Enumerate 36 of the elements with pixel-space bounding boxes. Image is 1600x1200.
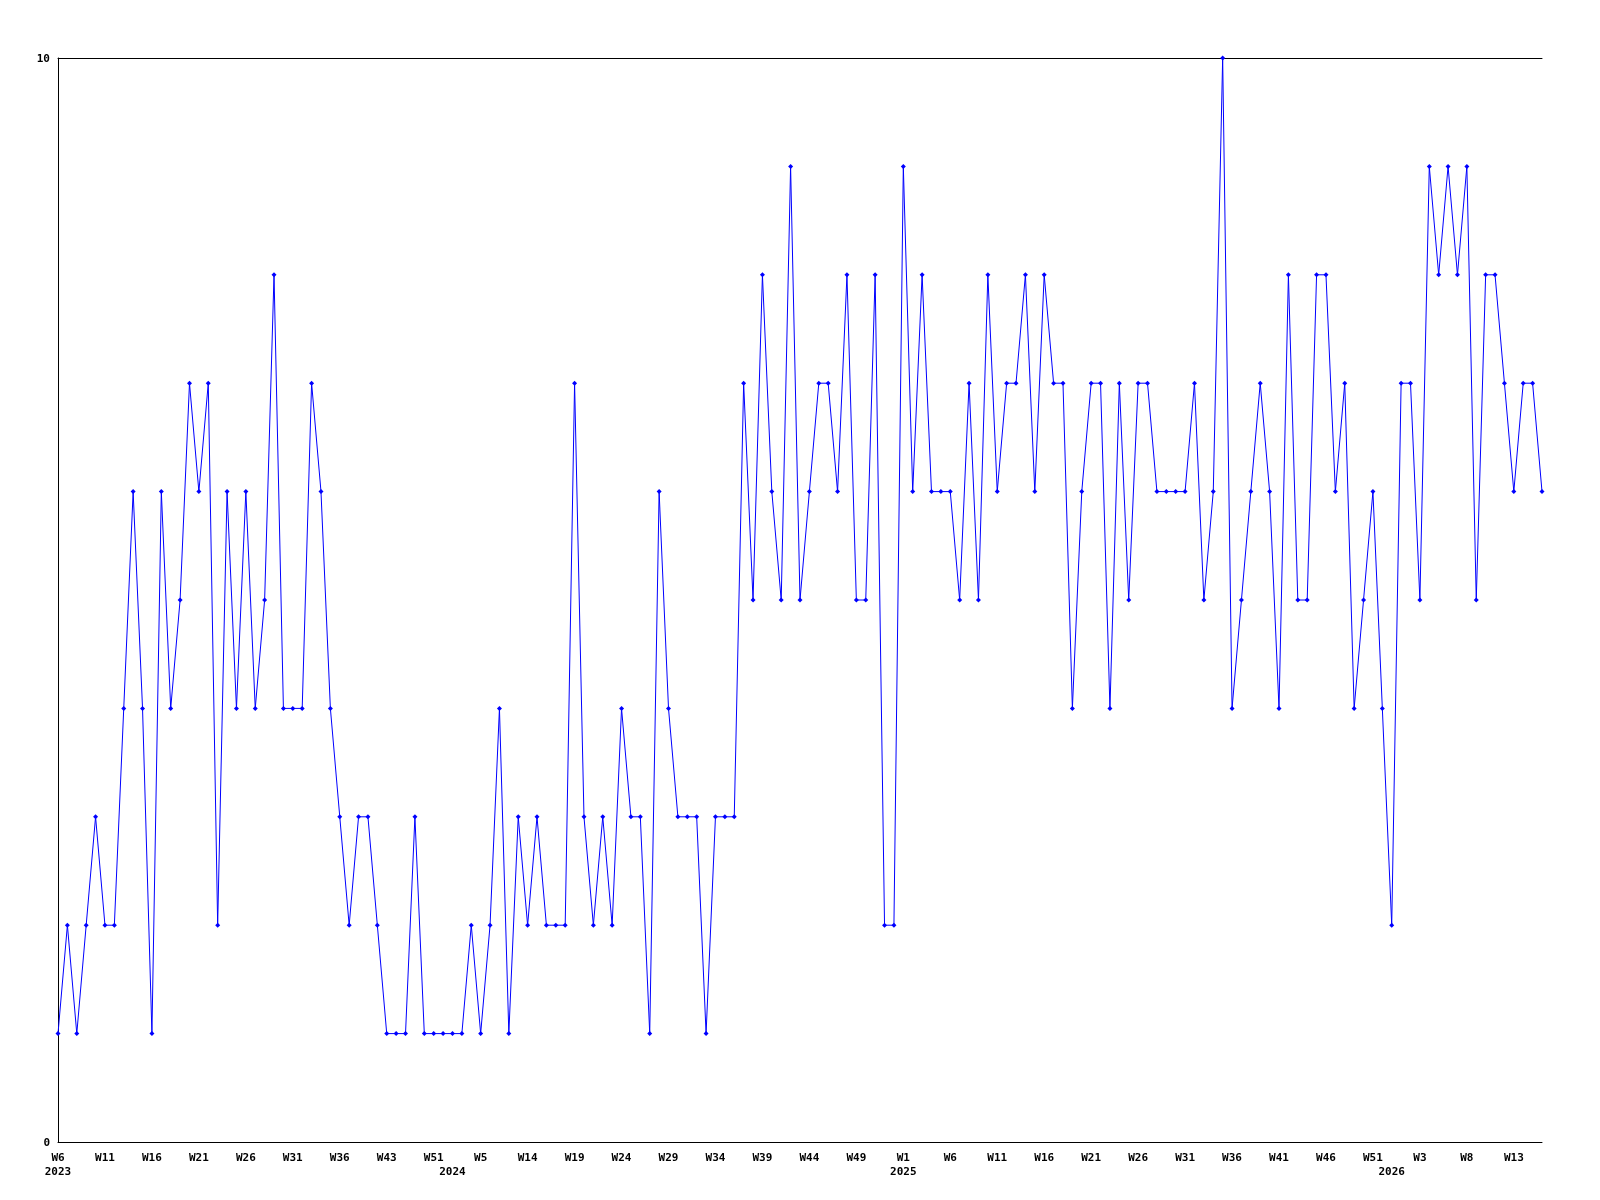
x-tick-label: W31: [282, 1150, 304, 1164]
y-tick-label: 10: [36, 51, 50, 65]
x-tick-label: W13: [1503, 1150, 1524, 1164]
x-tick-label: W36: [1222, 1150, 1243, 1164]
x-tick-label: W3: [1413, 1150, 1427, 1164]
x-tick-label: W21: [188, 1150, 210, 1164]
x-tick-label: W16: [141, 1150, 163, 1164]
x-tick-label: W1 2025: [890, 1150, 917, 1178]
x-tick-label: W41: [1269, 1150, 1290, 1164]
x-tick-label: W36: [329, 1150, 351, 1164]
x-tick-label: W43: [376, 1150, 397, 1164]
x-tick-label: W51: [423, 1150, 444, 1164]
x-tick-label: 2026: [1378, 1164, 1406, 1178]
x-tick-label: W26: [1128, 1150, 1149, 1164]
x-tick-label: W44: [799, 1150, 820, 1164]
x-tick-label: W16: [1034, 1150, 1055, 1164]
x-tick-label: W34: [705, 1150, 726, 1164]
x-tick-label: 2024: [439, 1164, 467, 1178]
x-tick-label: W26: [235, 1150, 257, 1164]
x-tick-label: W19: [564, 1150, 585, 1164]
x-tick-label: W14: [517, 1150, 538, 1164]
x-tick-label: W24: [611, 1150, 632, 1164]
x-tick-label: W49: [846, 1150, 867, 1164]
x-tick-label: W11: [987, 1150, 1008, 1164]
x-tick-label: W31: [1175, 1150, 1196, 1164]
x-tick-label: W51: [1363, 1150, 1384, 1164]
x-tick-label: W46: [1316, 1150, 1337, 1164]
x-tick-label: W6: [943, 1150, 958, 1164]
y-tick-label: 0: [43, 1135, 50, 1149]
x-tick-label: W39: [752, 1150, 773, 1164]
x-tick-label: W5: [474, 1150, 488, 1164]
x-tick-label: W8: [1460, 1150, 1474, 1164]
x-tick-label: W11: [95, 1150, 116, 1164]
x-tick-label: W29: [658, 1150, 679, 1164]
x-tick-label: W6 2023: [44, 1150, 72, 1178]
x-tick-label: W21: [1081, 1150, 1102, 1164]
